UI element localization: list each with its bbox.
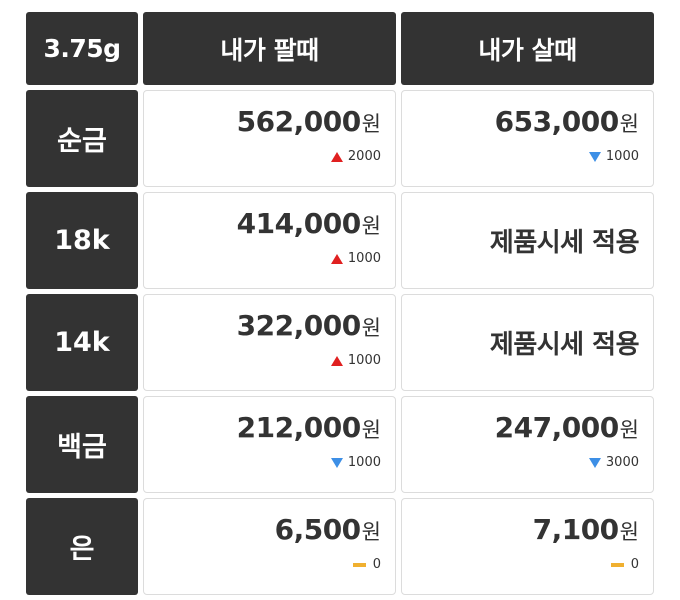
change-value: 3000 [605,455,639,470]
buy-price-cell: 247,000 원 3000 [401,396,654,493]
weight-header: 3.75g [26,12,138,85]
triangle-up-icon [330,355,343,366]
product-price-note: 제품시세 적용 [489,228,640,258]
triangle-up-icon [330,151,343,162]
sell-price-cell: 212,000 원 1000 [143,396,396,493]
currency-unit: 원 [361,316,381,340]
buy-price-cell: 7,100 원 0 [401,498,654,595]
row-label-silver: 은 [26,498,138,595]
row-label-platinum: 백금 [26,396,138,493]
price-change: 1000 [330,353,381,368]
currency-unit: 원 [361,112,381,136]
change-value: 0 [372,557,381,572]
price-change: 1000 [330,251,381,266]
buy-price: 7,100 [532,513,620,546]
row-label-14k: 14k [26,294,138,391]
change-value: 1000 [347,353,381,368]
currency-unit: 원 [619,418,639,442]
dash-flat-icon [610,562,624,567]
change-value: 2000 [347,149,381,164]
change-value: 1000 [347,251,381,266]
product-price-note: 제품시세 적용 [489,330,640,360]
sell-price: 562,000 [236,105,362,138]
currency-unit: 원 [361,214,381,238]
triangle-up-icon [330,253,343,264]
buy-price-cell: 제품시세 적용 [401,192,654,289]
currency-unit: 원 [361,520,381,544]
change-value: 1000 [347,455,381,470]
buy-column-header: 내가 살때 [401,12,654,85]
price-change: 2000 [330,149,381,164]
price-change: 3000 [588,455,639,470]
change-value: 1000 [605,149,639,164]
triangle-down-icon [588,151,601,162]
currency-unit: 원 [619,112,639,136]
sell-price: 322,000 [236,309,362,342]
buy-price-cell: 제품시세 적용 [401,294,654,391]
dash-flat-icon [352,562,366,567]
triangle-down-icon [330,457,343,468]
currency-unit: 원 [619,520,639,544]
gold-price-table: 3.75g 내가 팔때 내가 살때 순금 562,000 원 2000 653,… [26,12,654,595]
sell-price: 6,500 [274,513,362,546]
row-label-18k: 18k [26,192,138,289]
price-change: 1000 [330,455,381,470]
sell-price-cell: 322,000 원 1000 [143,294,396,391]
triangle-down-icon [588,457,601,468]
currency-unit: 원 [361,418,381,442]
sell-price: 212,000 [236,411,362,444]
sell-price-cell: 6,500 원 0 [143,498,396,595]
price-change: 0 [352,557,381,572]
buy-price: 653,000 [494,105,620,138]
sell-price: 414,000 [236,207,362,240]
sell-price-cell: 562,000 원 2000 [143,90,396,187]
buy-price-cell: 653,000 원 1000 [401,90,654,187]
price-change: 0 [610,557,639,572]
row-label-pure-gold: 순금 [26,90,138,187]
buy-price: 247,000 [494,411,620,444]
sell-price-cell: 414,000 원 1000 [143,192,396,289]
price-change: 1000 [588,149,639,164]
change-value: 0 [630,557,639,572]
sell-column-header: 내가 팔때 [143,12,396,85]
